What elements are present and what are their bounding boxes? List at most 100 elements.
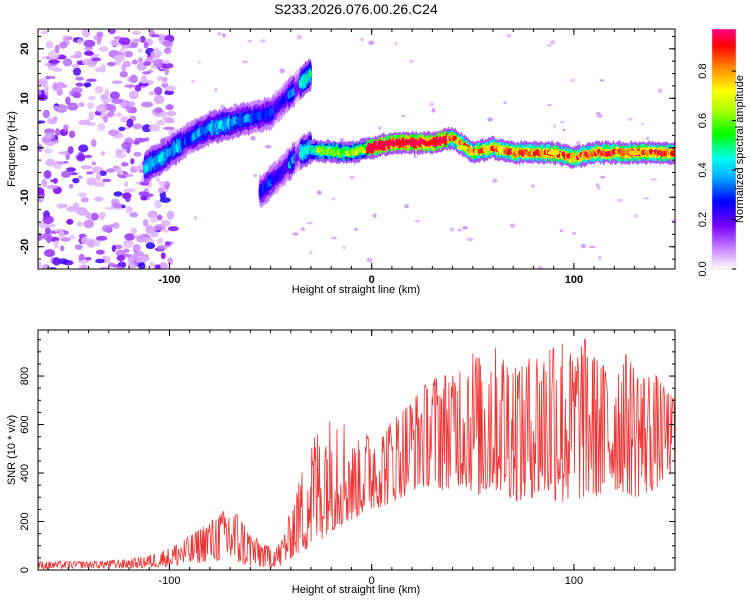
faint-speckle	[599, 79, 604, 82]
noise-speckle	[44, 227, 51, 235]
noise-speckle	[53, 177, 58, 184]
y-tick-label: 400	[19, 464, 31, 482]
noise-speckle	[153, 86, 163, 96]
faint-speckle	[598, 255, 602, 260]
noise-speckle	[137, 57, 144, 64]
noise-speckle	[98, 266, 109, 269]
faint-speckle	[414, 219, 420, 223]
noise-speckle	[101, 224, 113, 233]
faint-speckle	[354, 227, 359, 231]
noise-speckle	[68, 130, 76, 139]
faint-speckle	[410, 59, 414, 63]
noise-speckle	[115, 152, 127, 159]
faint-speckle	[642, 197, 650, 200]
noise-speckle	[71, 87, 83, 94]
noise-speckle	[128, 90, 139, 100]
noise-speckle	[125, 205, 132, 214]
noise-speckle	[111, 202, 123, 209]
y-tick-label: 10	[19, 92, 31, 104]
faint-speckle	[531, 184, 535, 189]
noise-speckle	[103, 206, 116, 210]
faint-speckle	[596, 185, 601, 191]
noise-speckle	[39, 77, 49, 82]
faint-speckle	[506, 33, 512, 38]
noise-speckle	[77, 192, 87, 197]
noise-speckle	[123, 248, 130, 253]
faint-speckle	[576, 141, 581, 146]
noise-speckle	[147, 210, 158, 219]
noise-speckle	[123, 188, 136, 193]
noise-speckle	[131, 59, 138, 65]
noise-speckle	[98, 46, 109, 52]
faint-speckle	[595, 111, 601, 115]
noise-speckle	[104, 89, 110, 97]
noise-speckle	[78, 144, 89, 153]
noise-speckle	[113, 54, 126, 63]
noise-speckle	[44, 249, 56, 258]
noise-speckle	[166, 210, 175, 220]
noise-speckle	[53, 240, 59, 249]
faint-speckle	[634, 213, 639, 218]
noise-speckle	[121, 204, 126, 209]
faint-speckle	[217, 32, 222, 36]
noise-speckle	[90, 212, 99, 221]
noise-speckle	[45, 75, 52, 80]
noise-speckle	[84, 154, 93, 158]
faint-speckle	[196, 61, 201, 64]
colorbar-frame	[711, 28, 737, 270]
noise-speckle	[127, 101, 135, 108]
x-tick-label: -100	[158, 274, 180, 286]
noise-speckle	[78, 264, 89, 269]
x-tick-label: 0	[369, 575, 375, 587]
noise-speckle	[52, 82, 59, 91]
noise-speckle	[165, 85, 176, 92]
faint-speckle	[401, 114, 406, 118]
noise-speckle	[96, 235, 108, 241]
peak-blob	[456, 145, 469, 151]
noise-speckle	[68, 183, 74, 189]
faint-speckle	[537, 266, 544, 269]
noise-speckle	[87, 102, 95, 109]
noise-speckle	[154, 199, 162, 209]
noise-speckle	[113, 191, 123, 197]
noise-speckle	[78, 102, 85, 108]
noise-speckle	[153, 58, 165, 67]
noise-speckle	[77, 38, 83, 45]
noise-speckle	[118, 37, 131, 46]
noise-speckle	[44, 132, 56, 140]
noise-speckle	[107, 61, 116, 67]
noise-speckle	[45, 158, 56, 167]
noise-speckle	[158, 181, 168, 186]
snr-panel: -100 0 100 0 200 400 600 800 Height of straight…	[6, 329, 676, 596]
noise-speckle	[158, 262, 168, 269]
noise-speckle	[101, 178, 112, 183]
noise-speckle	[153, 47, 160, 55]
faint-speckle	[339, 137, 345, 142]
noise-speckle	[138, 82, 149, 86]
noise-speckle	[155, 177, 161, 182]
noise-speckle	[59, 41, 68, 49]
noise-speckle	[38, 232, 43, 242]
noise-speckle	[157, 187, 165, 194]
y-tick-label: 0	[19, 567, 31, 573]
colorbar-label: Normalized spectral amplitude	[734, 75, 746, 223]
noise-speckle	[71, 64, 79, 69]
noise-speckle	[162, 60, 171, 64]
noise-speckle	[121, 141, 132, 150]
noise-speckle	[60, 245, 65, 252]
noise-speckle	[161, 229, 170, 233]
noise-speckle	[70, 54, 82, 59]
figure-title: S233.2026.076.00.26.C24	[274, 1, 438, 17]
faint-speckle	[503, 101, 507, 104]
y-tick-label: 200	[19, 512, 31, 530]
noise-speckle	[137, 255, 150, 262]
noise-speckle	[162, 40, 174, 47]
noise-speckle	[164, 241, 171, 246]
faint-speckle	[600, 175, 606, 179]
colorbar-gradient	[712, 29, 736, 269]
noise-speckle	[164, 66, 170, 76]
snr-axes: -100 0 100 0 200 400 600 800	[19, 330, 676, 587]
noise-speckle	[45, 40, 54, 49]
noise-speckle	[80, 197, 89, 203]
noise-speckle	[56, 203, 66, 209]
